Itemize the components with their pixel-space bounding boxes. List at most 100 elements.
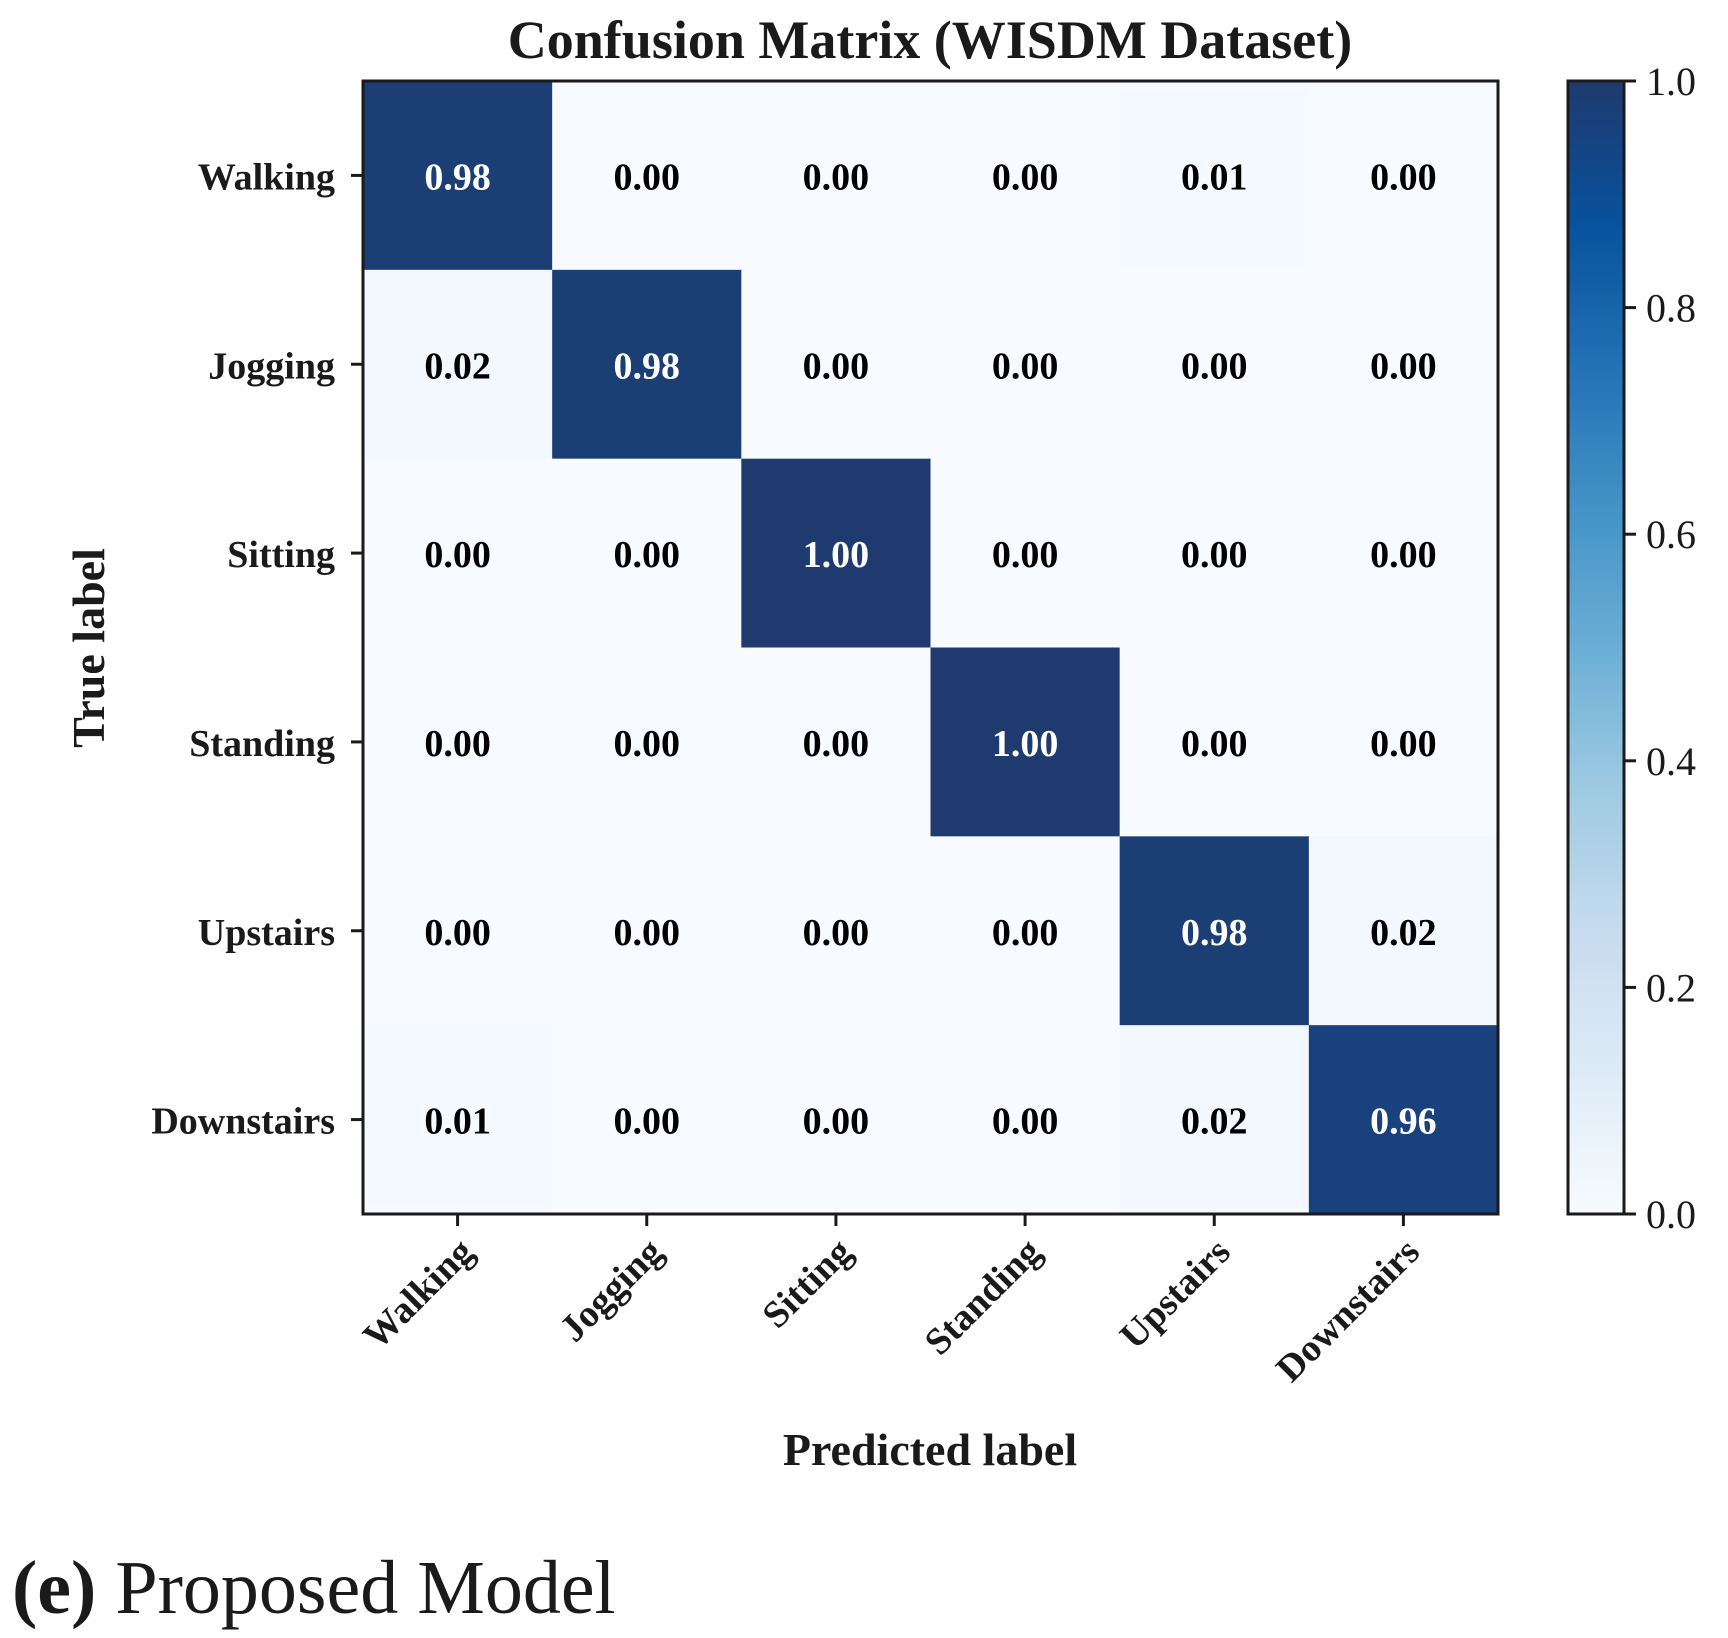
- cell-value-label: 0.00: [992, 912, 1059, 954]
- heatmap-cell: [930, 269, 1121, 460]
- cell-value-label: 0.00: [803, 912, 870, 954]
- heatmap-cell: [741, 81, 932, 271]
- colorbar-tick-label: 1.0: [1646, 59, 1696, 104]
- heatmap-cell: [552, 269, 742, 460]
- y-tick-label: Upstairs: [198, 912, 335, 954]
- cell-value-label: 0.00: [803, 723, 870, 765]
- colorbar-tick-label: 0.6: [1646, 512, 1696, 557]
- colorbar-frame: [1566, 79, 1626, 1216]
- cell-value-label: 0.00: [1370, 156, 1437, 198]
- chart-title: Confusion Matrix (WISDM Dataset): [508, 10, 1352, 70]
- colorbar-tick-label: 0.2: [1646, 965, 1696, 1010]
- y-tick-label: Jogging: [208, 345, 335, 387]
- caption-letter: (e): [12, 1546, 97, 1630]
- heatmap-cell: [1119, 836, 1310, 1026]
- x-axis-title: Predicted label: [783, 1424, 1077, 1475]
- cell-value-label: 0.00: [803, 345, 870, 387]
- cell-value-label: 0.00: [424, 534, 491, 576]
- cell-value-label: 0.00: [992, 156, 1059, 198]
- heatmap-cell: [1308, 458, 1499, 649]
- heatmap-cell: [741, 836, 932, 1026]
- heatmap-cell: [1119, 647, 1310, 837]
- cell-value-label: 0.02: [1181, 1101, 1248, 1143]
- x-tick-label: Downstairs: [1268, 1231, 1428, 1391]
- heatmap-cell: [930, 458, 1121, 649]
- cell-value-label: 0.96: [1370, 1101, 1437, 1143]
- heatmap-cell: [552, 458, 742, 649]
- heatmap-cell: [741, 1025, 932, 1215]
- heatmap-cell: [1308, 81, 1499, 271]
- caption-text: Proposed Model: [96, 1546, 616, 1630]
- heatmap-cell: [1119, 81, 1310, 271]
- heatmap-cell: [363, 836, 553, 1026]
- heatmap-cell: [552, 1025, 742, 1215]
- heatmap-cell: [552, 836, 742, 1026]
- heatmap-cell: [363, 647, 553, 837]
- heatmap-cell: [363, 269, 553, 460]
- y-tick-label: Downstairs: [151, 1101, 335, 1143]
- cell-value-label: 0.00: [614, 912, 681, 954]
- cell-value-label: 0.00: [992, 1101, 1059, 1143]
- x-axis-ticks: Walking Jogging Sitting Standing Upstairs Dow…: [355, 1214, 1428, 1390]
- cell-value-label: 0.00: [1370, 534, 1437, 576]
- cell-value-label: 0.98: [1181, 912, 1248, 954]
- cell-value-label: 0.00: [424, 912, 491, 954]
- cell-value-label: 0.00: [803, 156, 870, 198]
- cell-value-label: 1.00: [803, 534, 870, 576]
- plot-frame: [361, 79, 1500, 1216]
- cell-value-label: 0.00: [992, 534, 1059, 576]
- y-tick-label: Walking: [198, 156, 335, 198]
- x-tick-label: Jogging: [552, 1231, 671, 1350]
- cell-value-label: 0.00: [992, 345, 1059, 387]
- cell-value-label: 0.00: [1181, 534, 1248, 576]
- colorbar-tick-label: 0.0: [1646, 1192, 1696, 1237]
- cell-value-label: 0.98: [424, 156, 491, 198]
- y-axis-ticks: Walking Jogging Sitting Standing Upstairs Dow…: [151, 156, 363, 1143]
- heatmap-cell: [1308, 647, 1499, 837]
- cell-value-labels: 0.98 0.00 0.00 0.00 0.01 0.00 0.02 0.98 0.00 0.00…: [424, 156, 1436, 1142]
- cell-value-label: 0.00: [1370, 345, 1437, 387]
- cell-value-label: 0.02: [1370, 912, 1437, 954]
- y-axis-title: True label: [63, 548, 114, 748]
- cell-value-label: 0.00: [1181, 345, 1248, 387]
- heatmap-cell: [1119, 458, 1310, 649]
- heatmap-cell: [741, 647, 932, 837]
- heatmap-cell: [1308, 836, 1499, 1026]
- heatmap-cell: [552, 647, 742, 837]
- heatmap-cell: [1119, 1025, 1310, 1215]
- cell-value-label: 0.98: [614, 345, 681, 387]
- heatmap-cell: [363, 81, 553, 271]
- heatmap-cell: [930, 81, 1121, 271]
- y-tick-label: Standing: [189, 723, 335, 765]
- cell-value-label: 0.00: [424, 723, 491, 765]
- heatmap-cell: [930, 836, 1121, 1026]
- cell-value-label: 0.00: [1181, 723, 1248, 765]
- colorbar-ticks: 0.0 0.2 0.4 0.6 0.8 1.0: [1624, 59, 1696, 1237]
- cell-value-label: 1.00: [992, 723, 1059, 765]
- colorbar-tick-label: 0.4: [1646, 739, 1696, 784]
- heatmap-cell: [741, 269, 932, 460]
- cell-value-label: 0.01: [1181, 156, 1248, 198]
- x-tick-label: Walking: [355, 1231, 482, 1358]
- heatmap-cell: [930, 647, 1121, 837]
- heatmap-cell: [1308, 269, 1499, 460]
- colorbar: [1568, 81, 1624, 1214]
- heatmap-cell: [1119, 269, 1310, 460]
- cell-value-label: 0.01: [424, 1101, 491, 1143]
- x-tick-label: Standing: [917, 1231, 1050, 1364]
- cell-value-label: 0.00: [614, 1101, 681, 1143]
- heatmap-cell: [1308, 1025, 1499, 1215]
- heatmap-cells: [363, 81, 1499, 1215]
- cell-value-label: 0.00: [614, 723, 681, 765]
- heatmap-cell: [363, 458, 553, 649]
- heatmap-cell: [930, 1025, 1121, 1215]
- cell-value-label: 0.02: [424, 345, 491, 387]
- colorbar-tick-label: 0.8: [1646, 286, 1696, 331]
- cell-value-label: 0.00: [614, 534, 681, 576]
- figure-caption: (e) Proposed Model: [12, 1545, 616, 1632]
- cell-value-label: 0.00: [1370, 723, 1437, 765]
- x-tick-label: Upstairs: [1112, 1231, 1239, 1358]
- cell-value-label: 0.00: [803, 1101, 870, 1143]
- heatmap-cell: [552, 81, 742, 271]
